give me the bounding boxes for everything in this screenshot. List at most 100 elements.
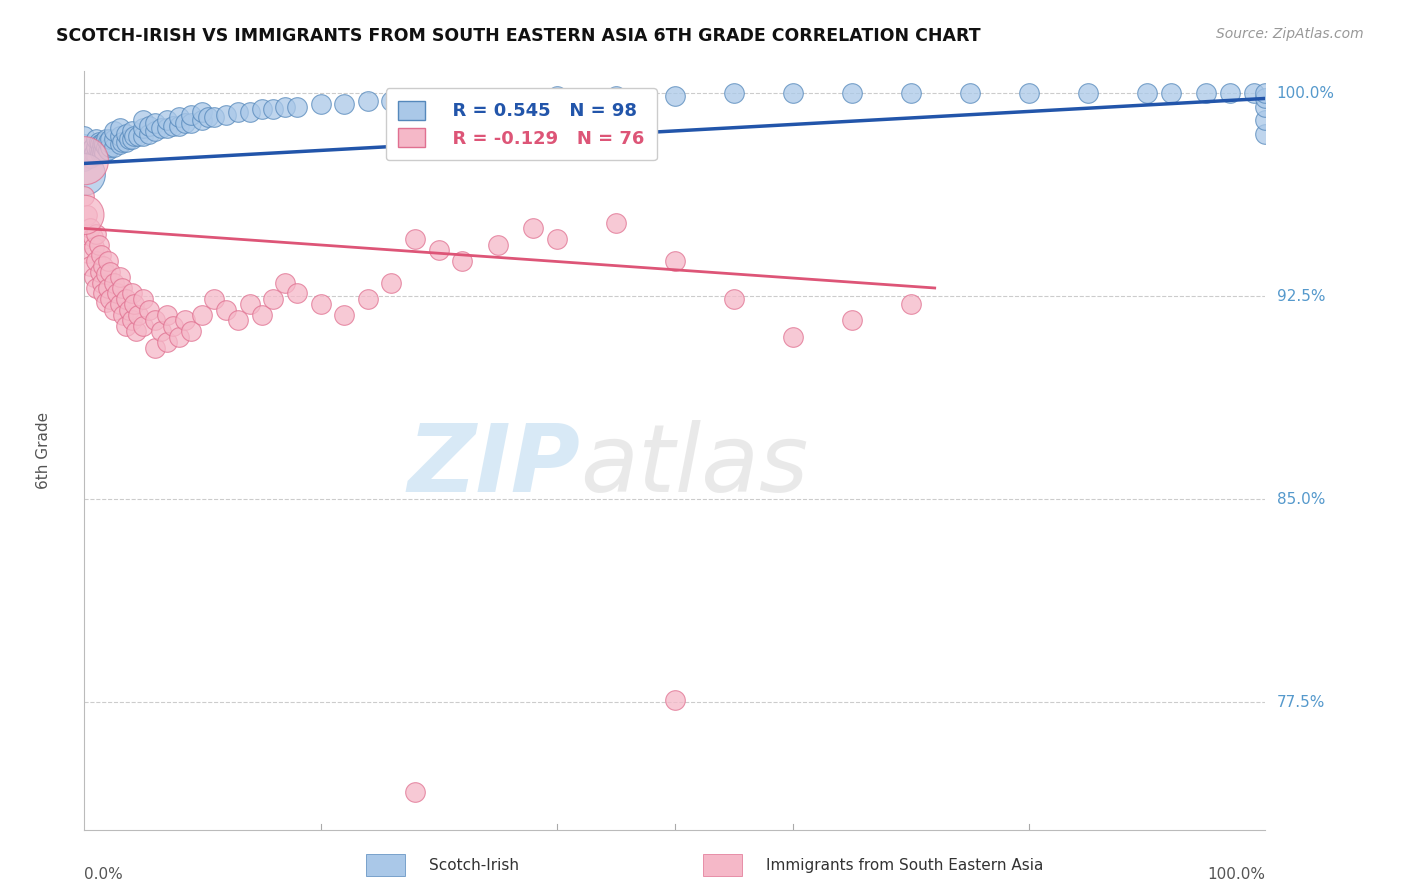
Text: SCOTCH-IRISH VS IMMIGRANTS FROM SOUTH EASTERN ASIA 6TH GRADE CORRELATION CHART: SCOTCH-IRISH VS IMMIGRANTS FROM SOUTH EA… <box>56 27 981 45</box>
Point <box>103 276 125 290</box>
Point <box>1254 127 1277 141</box>
Point <box>73 232 96 246</box>
Point <box>1219 86 1241 100</box>
Point <box>79 151 101 165</box>
Point <box>87 135 110 149</box>
Point <box>84 227 107 241</box>
Point <box>143 116 166 130</box>
Point <box>143 341 166 355</box>
Point <box>522 221 544 235</box>
Point <box>546 232 568 246</box>
Point <box>1077 86 1099 100</box>
Point <box>90 143 112 157</box>
Point <box>782 329 804 343</box>
Point <box>546 88 568 103</box>
Point <box>285 286 308 301</box>
Point <box>404 94 426 108</box>
Point <box>1195 86 1218 100</box>
Point <box>98 140 121 154</box>
Point <box>93 137 115 152</box>
Text: 92.5%: 92.5% <box>1277 289 1324 303</box>
Point <box>132 318 155 333</box>
Point <box>1018 86 1040 100</box>
Point <box>79 260 101 274</box>
Point <box>486 237 509 252</box>
Point <box>125 324 148 338</box>
Point <box>98 265 121 279</box>
Point <box>1254 91 1277 105</box>
Point <box>83 240 105 254</box>
Point <box>239 297 262 311</box>
Point <box>262 103 284 117</box>
Point <box>122 129 145 144</box>
Point <box>76 208 98 222</box>
Point <box>91 145 114 160</box>
Point <box>91 276 114 290</box>
Point <box>215 108 238 122</box>
Point <box>97 143 120 157</box>
Point <box>89 265 111 279</box>
Point <box>723 292 745 306</box>
Text: Source: ZipAtlas.com: Source: ZipAtlas.com <box>1216 27 1364 41</box>
Point <box>82 148 104 162</box>
Text: 77.5%: 77.5% <box>1277 695 1324 710</box>
Point <box>1254 113 1277 128</box>
Point <box>83 145 105 160</box>
Point <box>93 145 115 160</box>
Point <box>87 143 110 157</box>
Point <box>782 86 804 100</box>
Point <box>427 91 450 105</box>
Point <box>1254 99 1277 113</box>
Text: 85.0%: 85.0% <box>1277 491 1324 507</box>
Point <box>114 292 136 306</box>
Point <box>82 229 104 244</box>
Point <box>97 254 120 268</box>
Point <box>191 308 214 322</box>
Point <box>138 127 160 141</box>
Point <box>274 99 297 113</box>
Point <box>262 292 284 306</box>
Point <box>79 143 101 157</box>
Point <box>103 124 125 138</box>
Point <box>90 248 112 262</box>
Point <box>605 216 627 230</box>
Point <box>191 113 214 128</box>
Point <box>132 292 155 306</box>
Point <box>150 121 173 136</box>
Point <box>121 132 143 146</box>
Point <box>79 221 101 235</box>
Point <box>77 245 100 260</box>
Point <box>309 297 332 311</box>
Point <box>250 103 273 117</box>
Point <box>285 99 308 113</box>
Point <box>1254 86 1277 100</box>
Point <box>841 313 863 327</box>
Text: atlas: atlas <box>581 420 808 511</box>
Text: 0.0%: 0.0% <box>84 867 124 882</box>
Point <box>250 308 273 322</box>
Point <box>89 137 111 152</box>
Point <box>121 286 143 301</box>
Text: Scotch-Irish: Scotch-Irish <box>429 858 519 872</box>
Point <box>73 145 96 160</box>
Point <box>180 324 202 338</box>
Point <box>143 313 166 327</box>
Point <box>226 313 249 327</box>
Point <box>73 153 96 168</box>
Point <box>664 254 686 268</box>
Point <box>73 137 96 152</box>
Point <box>202 292 225 306</box>
Point <box>132 121 155 136</box>
Point <box>156 335 179 350</box>
Point <box>108 129 131 144</box>
Point <box>333 96 356 111</box>
Point <box>103 140 125 154</box>
Point <box>156 121 179 136</box>
Point <box>118 302 141 317</box>
Point <box>87 237 110 252</box>
Text: 100.0%: 100.0% <box>1277 86 1334 101</box>
Point <box>111 281 134 295</box>
Point <box>103 302 125 317</box>
Point <box>73 129 96 144</box>
Point <box>173 313 195 327</box>
